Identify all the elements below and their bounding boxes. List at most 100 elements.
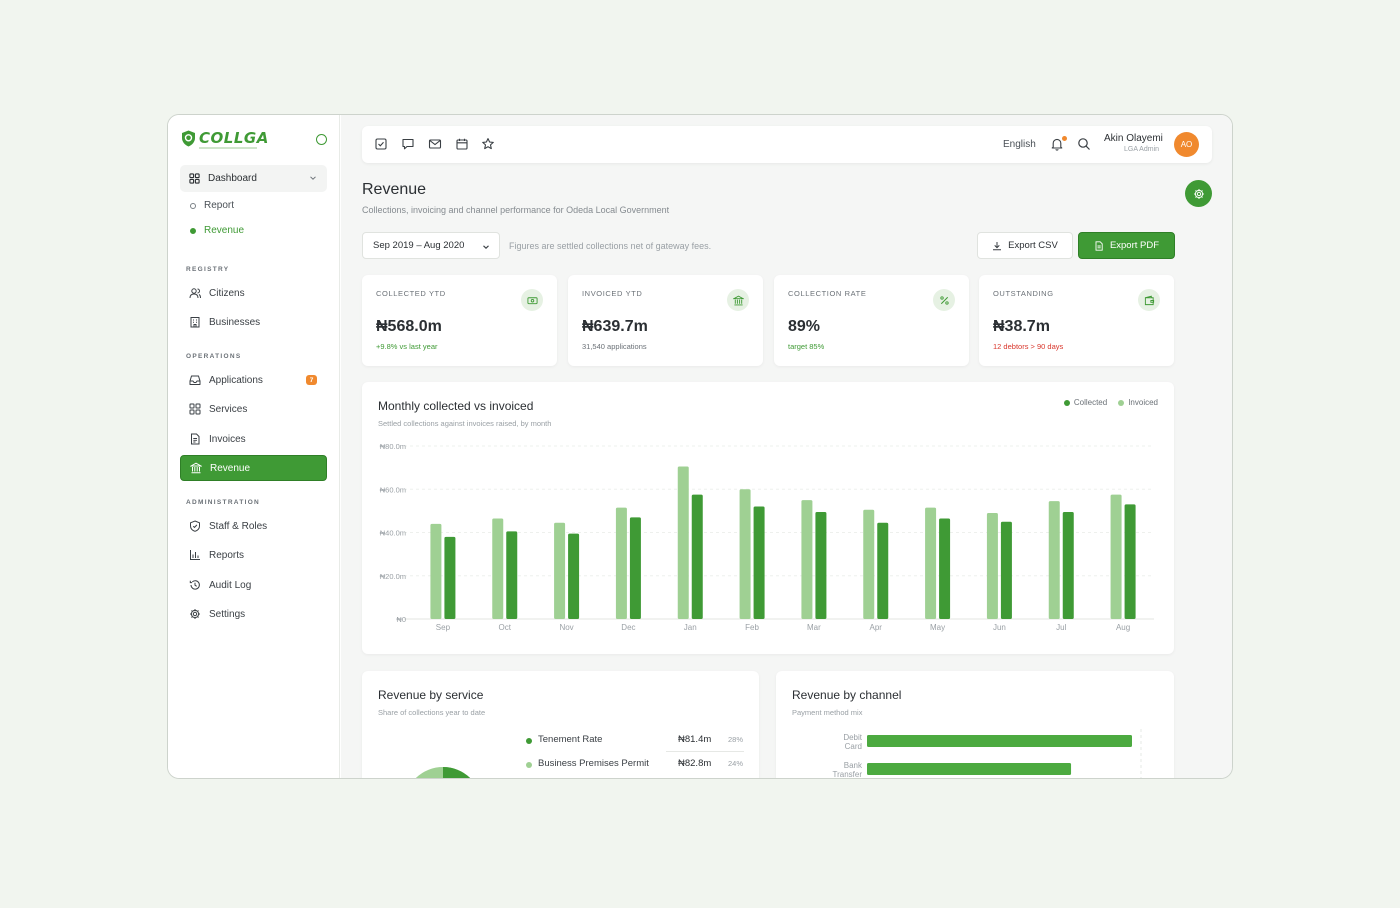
calendar-icon[interactable] [455,137,469,151]
service-row[interactable]: Tenement Rate ₦81.4m 28% [526,734,744,758]
service-row[interactable]: Business Premises Permit ₦82.8m 24% [526,758,744,778]
figures-note: Figures are settled collections net of g… [509,241,712,251]
bar-invoiced[interactable] [430,523,442,619]
bar-invoiced[interactable] [925,507,937,619]
service-percent: 24% [728,759,744,768]
checkbox-icon[interactable] [374,137,388,151]
bar-invoiced[interactable] [801,500,813,619]
bar-invoiced[interactable] [863,509,875,619]
bar-invoiced[interactable] [1048,501,1060,619]
service-name: Business Premises Permit [538,758,649,769]
sidebar-item-businesses[interactable]: Businesses [180,309,327,335]
brand-logo[interactable]: COLLGA [181,129,269,147]
bar-invoiced[interactable] [1110,494,1122,619]
gear-icon [190,609,200,619]
sidebar-item-dashboard[interactable]: Dashboard [180,165,327,192]
y-tick-label: ₦20.0m [380,572,406,581]
kpi-card-outstanding[interactable]: OUTSTANDING ₦38.7m 12 debtors > 90 days [979,275,1174,366]
shield-logo-icon [182,130,195,146]
section-label-registry: REGISTRY [186,266,230,273]
sidebar-item-revenue[interactable]: Revenue [180,455,327,481]
bar-collected[interactable] [1062,511,1074,619]
bar-collected[interactable] [1124,504,1136,619]
export-csv-button[interactable]: Export CSV [977,232,1073,259]
sidebar-item-citizens[interactable]: Citizens [180,280,327,306]
period-select-value: Sep 2019 – Aug 2020 [373,240,465,251]
bar-invoiced[interactable] [986,513,998,619]
bar-collected[interactable] [1000,521,1012,619]
kpi-delta: 12 debtors > 90 days [993,342,1064,351]
kpi-card-invoiced[interactable]: INVOICED YTD ₦639.7m 31,540 applications [568,275,763,366]
bar-invoiced[interactable] [492,518,504,619]
avatar[interactable]: AO [1174,132,1199,157]
sidebar-subitem-report[interactable]: Report [190,200,234,211]
x-tick-label: Sep [436,623,451,632]
sidebar-toggle-icon[interactable] [316,134,327,145]
export-pdf-label: Export PDF [1109,240,1160,251]
file-icon [191,433,200,445]
x-tick-label: Oct [499,623,512,632]
bar-collected[interactable] [568,533,580,619]
bar-collected[interactable] [444,536,456,619]
kpi-card-collection-rate[interactable]: COLLECTION RATE 89% target 85% [774,275,969,366]
bar-collected[interactable] [506,531,518,619]
notification-dot [1062,136,1067,141]
chat-icon[interactable] [401,137,415,151]
sidebar-item-invoices[interactable]: Invoices [180,426,327,452]
bar-chart-icon [190,550,200,560]
sidebar-item-label: Businesses [209,316,261,328]
kpi-value: 89% [788,318,821,335]
sidebar-item-services[interactable]: Services [180,396,327,422]
period-select[interactable]: Sep 2019 – Aug 2020 [362,232,500,259]
sidebar-subitem-revenue[interactable]: Revenue [190,225,244,236]
bar-collected[interactable] [691,494,703,619]
mail-icon[interactable] [428,137,442,151]
building-icon [190,317,200,328]
language-selector[interactable]: English [1003,139,1036,150]
bank-icon [190,462,202,474]
sidebar-item-staff-roles[interactable]: Staff & Roles [180,513,327,539]
inbox-icon [189,375,201,385]
export-pdf-button[interactable]: Export PDF [1078,232,1175,259]
sidebar-item-audit-log[interactable]: Audit Log [180,572,327,598]
bar-invoiced[interactable] [615,507,627,619]
file-icon [1095,240,1103,251]
channel-bar[interactable] [867,735,1132,747]
service-dot [526,762,532,768]
dot-icon [190,227,196,234]
service-amount: ₦81.4m [678,734,712,745]
bar-collected[interactable] [877,522,889,619]
sidebar-item-settings[interactable]: Settings [180,601,327,627]
sidebar-item-label: Audit Log [209,579,252,591]
legend-item-invoiced[interactable]: Invoiced [1118,398,1158,407]
top-bar: English Akin Olayemi LGA Admin AO [362,126,1212,163]
y-tick-label: ₦80.0m [380,442,406,451]
bar-collected[interactable] [629,517,641,619]
sidebar-item-reports[interactable]: Reports [180,542,327,568]
sidebar-item-applications[interactable]: Applications 7 [180,367,327,393]
bar-collected[interactable] [753,506,765,619]
kpi-value: ₦38.7m [993,318,1050,335]
legend-item-collected[interactable]: Collected [1063,398,1107,407]
bar-invoiced[interactable] [677,466,689,619]
bar-invoiced[interactable] [739,489,751,619]
revenue-by-channel-card: Revenue by channel Payment method mix De… [776,671,1174,778]
service-percent: 28% [728,735,744,744]
export-csv-label: Export CSV [1008,240,1058,251]
chevron-down-icon [310,176,316,180]
channel-bar[interactable] [867,763,1072,775]
y-tick-label: ₦40.0m [380,529,406,538]
bar-invoiced[interactable] [554,522,566,619]
kpi-card-collected[interactable]: COLLECTED YTD ₦568.0m +9.8% vs last year [362,275,557,366]
bar-collected[interactable] [815,511,827,619]
bar-collected[interactable] [939,518,951,619]
card-title: Revenue by channel [792,688,902,702]
search-icon[interactable] [1077,137,1091,151]
card-subtitle: Share of collections year to date [378,708,486,717]
settings-button[interactable] [1185,180,1212,207]
x-tick-label: Jan [684,623,697,632]
kpi-label: COLLECTION RATE [788,289,867,298]
bell-icon[interactable] [1050,137,1064,151]
star-icon[interactable] [481,137,495,151]
main-content: English Akin Olayemi LGA Admin AO Revenu… [341,115,1232,778]
